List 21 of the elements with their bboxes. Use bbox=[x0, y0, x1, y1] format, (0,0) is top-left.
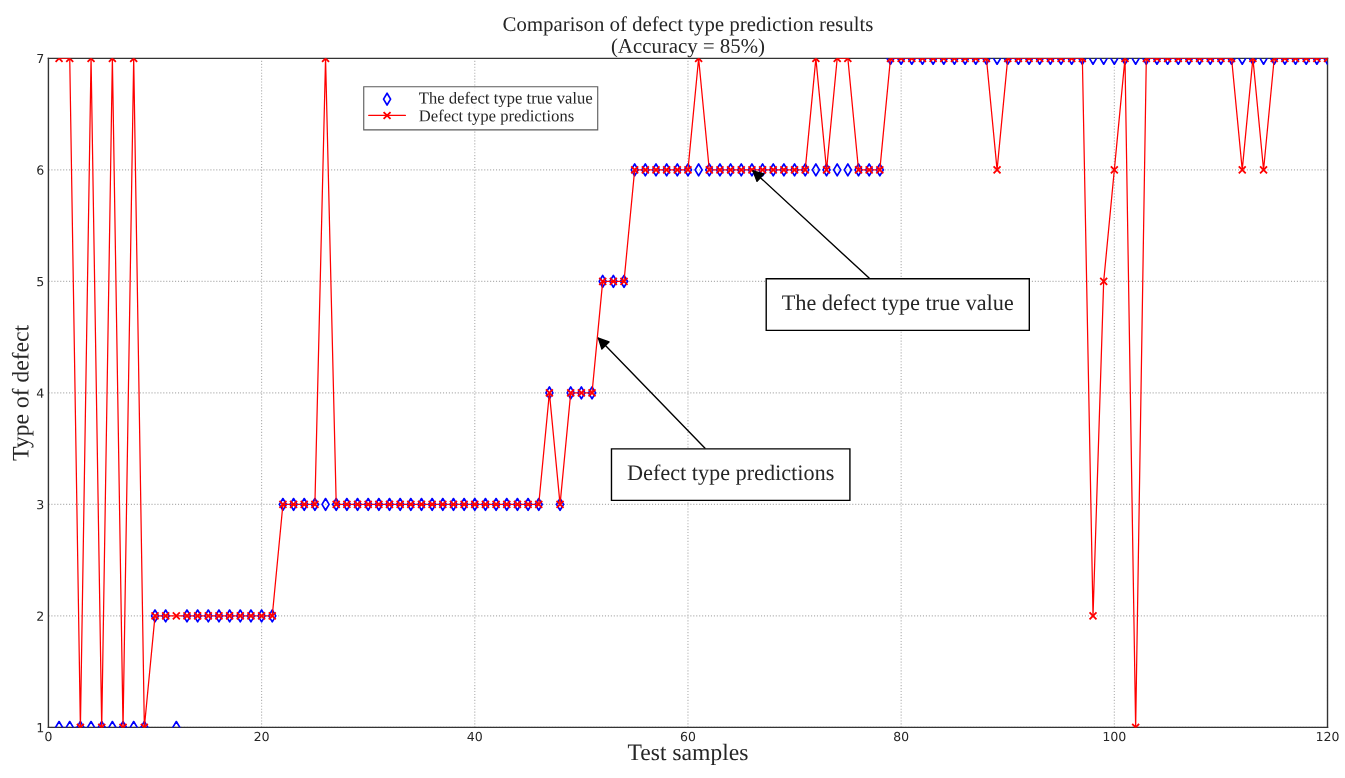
y-tick-label: 1 bbox=[37, 723, 44, 733]
annotation: The defect type true value bbox=[782, 294, 1013, 315]
x-tick-label: 80 bbox=[894, 731, 909, 742]
y-tick-label: 5 bbox=[37, 277, 44, 287]
annotation: Defect type predictions bbox=[627, 464, 834, 485]
y-tick-label: 3 bbox=[37, 499, 44, 510]
y-tick-label: 7 bbox=[37, 53, 44, 64]
x-axis-title: Test samples bbox=[627, 743, 748, 766]
legend-label: The defect type true value bbox=[419, 91, 593, 108]
x-tick-label: 120 bbox=[1316, 731, 1339, 742]
y-tick-label: 2 bbox=[37, 611, 43, 621]
x-tick-label: 60 bbox=[680, 731, 696, 742]
x-tick-label: 40 bbox=[467, 731, 482, 742]
x-tick-label: 100 bbox=[1103, 731, 1126, 742]
y-axis-title: Type of defect bbox=[11, 325, 34, 461]
y-tick-label: 6 bbox=[37, 165, 44, 175]
x-tick-label: 20 bbox=[254, 731, 269, 742]
chart-title: Comparison of defect type prediction results (Accuracy = 85%) bbox=[503, 16, 873, 58]
y-tick-label: 4 bbox=[36, 388, 44, 398]
legend-label: Defect type predictions bbox=[419, 109, 574, 125]
x-tick-label: 0 bbox=[45, 731, 52, 742]
